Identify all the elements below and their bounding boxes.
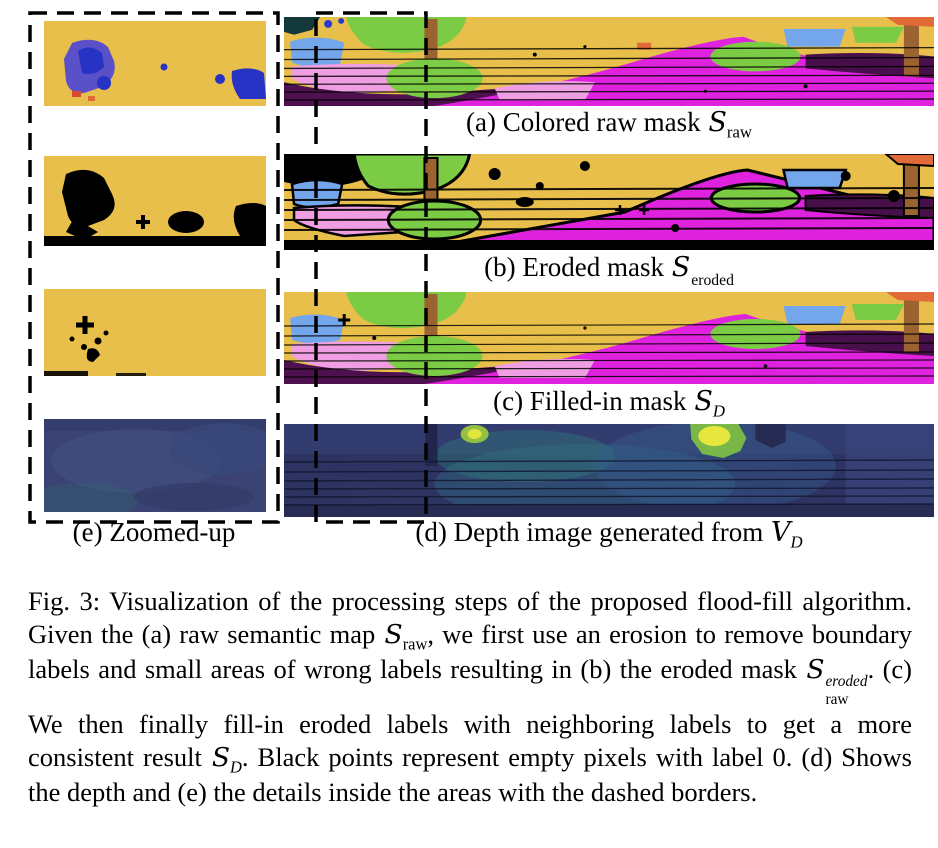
panel-a-math-symbol: S — [708, 107, 727, 138]
panel-d-math-sub: D — [790, 532, 803, 552]
caption-math2-sup: eroded — [825, 673, 868, 691]
panel-b-math-symbol: S — [671, 252, 691, 283]
panel-d-caption: (d) Depth image generated from VD — [284, 517, 934, 551]
panel-c-caption-text: (c) Filled-in mask — [493, 386, 694, 416]
caption-math1-sub: raw — [402, 634, 428, 654]
caption-part4: . Black points represent empty pixels wi… — [28, 742, 912, 808]
panel-b-image — [284, 154, 934, 250]
caption-math3-sub: D — [230, 757, 242, 777]
panel-a-caption: (a) Colored raw mask Sraw — [284, 107, 934, 141]
crop-a-zoom-image — [44, 21, 266, 106]
crop-c-zoom-image — [44, 289, 266, 376]
caption-part3: . (c) We then finally fill-in eroded lab… — [28, 653, 912, 773]
panel-b-math-sup: eroded — [691, 271, 734, 289]
crop-b-zoom-image — [44, 156, 266, 246]
panel-a-caption-text: (a) Colored raw mask — [465, 107, 708, 137]
panel-e-caption: (e) Zoomed-up — [26, 517, 282, 548]
caption-math2-sub: raw — [825, 690, 849, 708]
panel-d-math-symbol: V — [771, 517, 791, 548]
caption-math1-symbol: S — [384, 619, 403, 651]
figure-caption: Fig. 3: Visualization of the processing … — [28, 585, 912, 810]
caption-part1: Fig. 3: Visualization of the processing … — [28, 585, 912, 650]
panel-c-math-sub: D — [712, 401, 725, 421]
caption-part2: , we first use an erosion to remove boun… — [28, 619, 912, 684]
caption-math3-symbol: S — [211, 742, 231, 774]
caption-math2-scripts: eroded raw — [825, 673, 867, 707]
caption-math2-symbol: S — [806, 653, 825, 685]
panel-a-math-sub: raw — [726, 122, 752, 142]
panel-d-caption-text: (d) Depth image generated from — [415, 517, 770, 547]
panel-e-caption-text: (e) Zoomed-up — [72, 517, 236, 547]
panel-c-math-symbol: S — [694, 386, 713, 417]
crop-d-zoom-image — [44, 419, 266, 512]
panel-b-caption-text: (b) Eroded mask — [484, 252, 671, 282]
panel-a-image — [284, 17, 934, 106]
panel-c-caption: (c) Filled-in mask SD — [284, 386, 934, 420]
panel-c-image — [284, 292, 934, 384]
panel-d-image — [284, 424, 934, 517]
